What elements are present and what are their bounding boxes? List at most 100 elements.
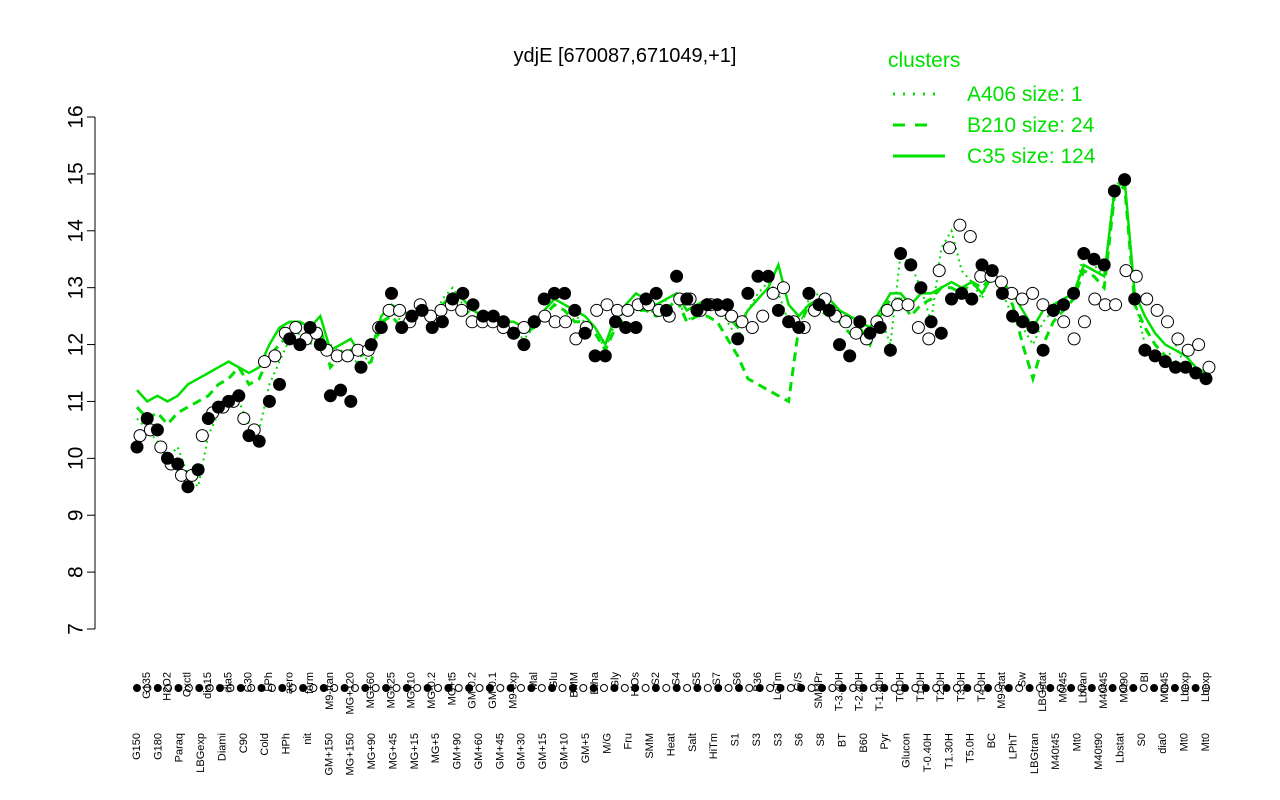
x-tick-label: S3	[751, 733, 763, 746]
data-point-open	[1161, 315, 1174, 329]
rug-mark	[703, 684, 712, 692]
data-point-filled	[833, 338, 846, 352]
data-point-open	[590, 303, 604, 317]
x-tick-label: M9-tran	[324, 672, 336, 710]
y-tick-label: 12	[65, 333, 88, 356]
x-tick-label: T1.0H	[915, 672, 927, 702]
data-point-filled	[924, 315, 938, 329]
data-point-filled	[191, 463, 205, 477]
data-point-filled	[1118, 173, 1132, 187]
rug-mark	[506, 684, 515, 692]
data-point-filled	[242, 429, 256, 443]
rug-mark	[766, 684, 775, 692]
data-point-filled	[639, 292, 653, 306]
data-point-filled	[303, 321, 317, 334]
x-tick-label: S4	[670, 672, 682, 685]
data-point-filled	[1087, 252, 1101, 266]
data-point-open	[559, 315, 572, 329]
x-tick-label: S3	[772, 733, 784, 746]
x-tick-label: M40t90	[1093, 733, 1105, 770]
data-point-filled	[273, 377, 286, 391]
x-tick-label: Sw	[1017, 672, 1029, 687]
data-point-filled	[792, 321, 806, 334]
y-tick-label: 10	[65, 447, 88, 470]
rug-mark	[434, 684, 442, 692]
data-point-filled	[853, 315, 867, 329]
x-tick-label: MG+60	[365, 672, 377, 708]
data-point-filled	[252, 434, 266, 448]
data-point-open	[1129, 269, 1143, 283]
data-point-filled	[323, 389, 337, 403]
data-point-open	[994, 275, 1008, 289]
data-point-filled	[985, 264, 999, 278]
rug-mark	[672, 684, 681, 692]
data-point-filled	[517, 338, 531, 352]
rug-mark	[267, 684, 276, 692]
data-point-filled	[1006, 309, 1020, 323]
data-point-open	[237, 412, 251, 425]
data-point-filled	[1097, 258, 1111, 272]
legend-label-a406: A406 size: 1	[967, 83, 1083, 106]
x-tick-label: M0t90	[1118, 672, 1130, 703]
rug-mark	[963, 684, 972, 692]
x-tick-label: G150	[131, 733, 143, 760]
data-point-filled	[364, 338, 378, 352]
data-point-filled	[761, 269, 775, 283]
rug-mark	[319, 684, 328, 692]
rug-mark	[693, 684, 702, 692]
data-point-filled	[1036, 343, 1050, 357]
data-point-filled	[782, 315, 796, 329]
y-tick-label: 9	[65, 509, 88, 521]
x-tick-label: GM+5	[580, 733, 592, 763]
data-point-filled	[598, 349, 612, 363]
data-point-open	[341, 349, 355, 363]
rug-mark	[371, 684, 380, 692]
rug-mark	[952, 684, 961, 692]
rug-mark	[911, 684, 920, 692]
x-tick-label: BI	[1139, 672, 1151, 682]
rug-mark	[184, 684, 193, 692]
x-tick-label: MG-0.2	[426, 672, 438, 709]
x-tick-label: Etha	[589, 671, 601, 695]
rug-mark	[932, 684, 941, 692]
data-point-filled	[1148, 349, 1162, 363]
rug-mark	[558, 684, 567, 692]
data-point-open	[538, 309, 552, 323]
x-tick-label: B36	[752, 672, 764, 692]
data-point-filled	[262, 394, 276, 408]
rug-mark	[890, 684, 899, 692]
rug-mark	[454, 684, 463, 692]
data-point-filled	[1046, 303, 1060, 317]
data-point-filled	[629, 321, 643, 334]
data-point-open	[393, 303, 406, 317]
data-point-open	[289, 321, 303, 334]
data-point-open	[1015, 292, 1029, 306]
rug-mark	[869, 684, 878, 692]
x-tick-label: S2	[650, 672, 662, 685]
rug-mark	[651, 684, 660, 692]
rug-mark	[548, 684, 557, 692]
rug-mark	[330, 684, 339, 692]
data-point-open	[1192, 338, 1206, 352]
data-point-open	[1181, 343, 1195, 357]
data-point-filled	[527, 315, 541, 329]
x-tick-labels: G135 H2O2 Oxctl dia15 dia5 C30 LPh aero ferm M9-t…	[131, 671, 1212, 775]
rug-mark	[517, 684, 525, 692]
rug-mark	[610, 684, 619, 692]
rug-mark	[683, 684, 692, 692]
data-point-filled	[680, 292, 694, 306]
data-point-filled	[395, 321, 409, 334]
data-point-filled	[425, 321, 439, 334]
x-tick-label: M9-stat	[996, 672, 1008, 709]
rug-mark	[579, 684, 588, 692]
rug-mark	[600, 684, 608, 692]
x-tick-label: aero	[284, 672, 296, 694]
data-point-open	[1109, 298, 1123, 312]
data-point-open	[880, 303, 894, 317]
data-point-open	[1171, 332, 1185, 346]
data-point-filled	[446, 292, 460, 306]
x-tick-label: GM+15	[537, 733, 549, 769]
rug-mark	[973, 684, 982, 692]
data-point-filled	[181, 480, 195, 494]
x-tick-label: G135	[141, 672, 153, 699]
